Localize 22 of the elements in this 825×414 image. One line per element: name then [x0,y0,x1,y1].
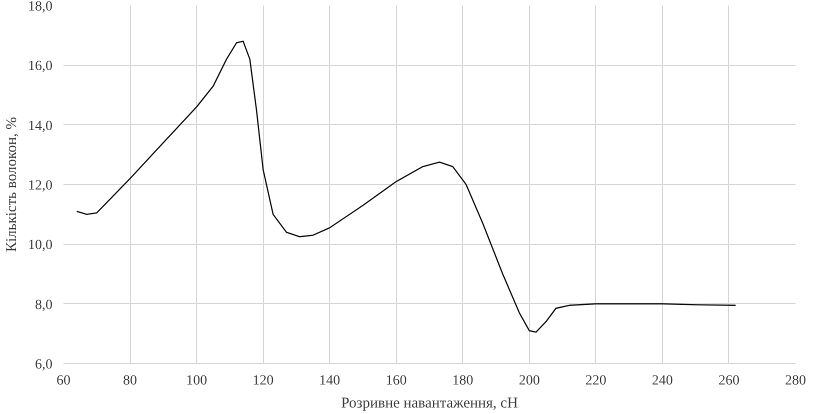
y-tick-label: 18,0 [28,0,52,14]
x-tick-label: 220 [585,374,606,388]
x-tick-label: 180 [452,374,474,388]
x-tick-label: 160 [386,374,407,388]
x-tick-label: 280 [785,374,806,388]
y-tick-label: 14,0 [28,118,52,134]
x-axis-title: Розривне навантаження, сН [341,396,518,412]
y-tick-label: 6,0 [35,358,52,372]
line-series [76,40,736,333]
y-tick-label: 12,0 [28,178,52,194]
x-tick-label: 260 [718,374,740,388]
x-tick-label: 140 [319,374,340,388]
y-tick-label: 16,0 [28,59,52,74]
y-axis-title: Кількість волокон, % [4,116,20,252]
x-tick-label: 240 [652,374,673,388]
x-tick-label: 100 [186,374,208,388]
y-tick-label: 10,0 [28,238,52,254]
x-tick-label: 60 [56,374,70,388]
x-tick-label: 200 [518,374,540,388]
x-tick-label: 120 [252,374,274,388]
x-tick-label: 80 [123,374,138,388]
y-tick-label: 8,0 [35,298,52,313]
